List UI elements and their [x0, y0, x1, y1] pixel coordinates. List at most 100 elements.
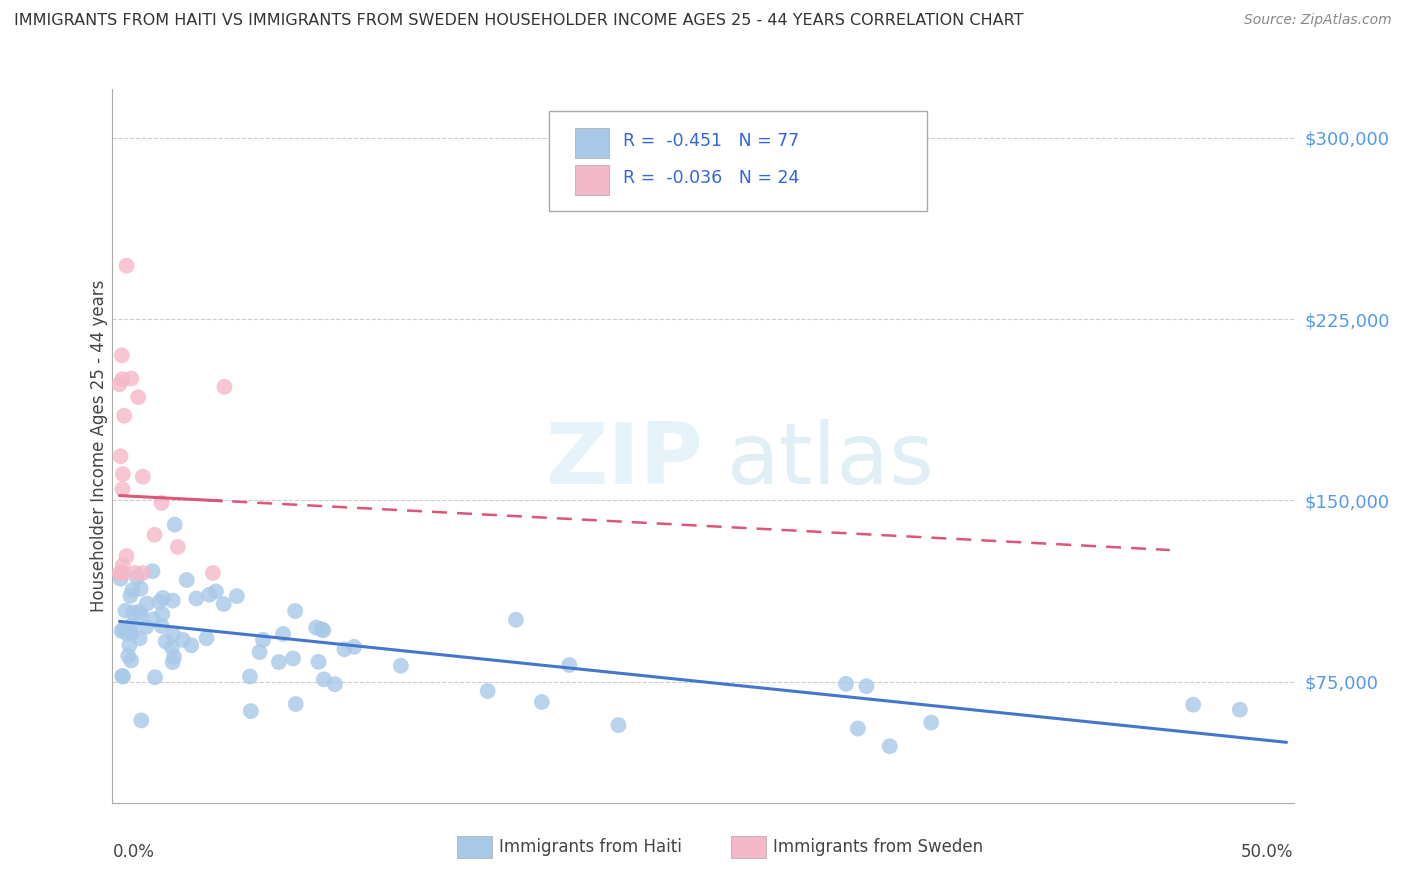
Point — [389, 658, 412, 673]
Point — [239, 704, 262, 718]
Point — [111, 558, 134, 573]
Point — [271, 627, 294, 641]
Point — [607, 718, 630, 732]
Point — [343, 640, 366, 654]
Point — [111, 669, 134, 683]
Point — [155, 634, 177, 648]
Point — [111, 372, 134, 386]
FancyBboxPatch shape — [550, 111, 928, 211]
Text: Immigrants from Sweden: Immigrants from Sweden — [773, 838, 983, 855]
Point — [117, 648, 139, 663]
Point — [127, 390, 149, 404]
Point — [128, 632, 150, 646]
Point — [323, 677, 346, 691]
Point — [129, 582, 152, 596]
Point — [118, 638, 141, 652]
Point — [120, 589, 142, 603]
Bar — [575, 128, 609, 158]
Point — [530, 695, 553, 709]
Point — [1229, 703, 1251, 717]
Point — [172, 632, 194, 647]
Point — [846, 722, 869, 736]
Point — [115, 626, 138, 640]
Point — [312, 624, 335, 638]
Point — [120, 653, 142, 667]
Point — [110, 450, 132, 464]
Point — [111, 467, 134, 481]
Point — [284, 697, 307, 711]
Point — [111, 669, 134, 683]
Point — [205, 584, 228, 599]
Point — [162, 593, 184, 607]
Point — [198, 588, 221, 602]
Point — [122, 605, 145, 619]
Point — [111, 566, 134, 580]
Point — [125, 570, 148, 584]
Point — [195, 632, 218, 646]
Point — [150, 607, 173, 622]
Point — [239, 669, 262, 683]
Point — [152, 591, 174, 605]
Point — [114, 604, 136, 618]
Point — [112, 409, 135, 423]
Point — [110, 572, 132, 586]
Point — [214, 380, 236, 394]
Point — [128, 605, 150, 619]
Text: Immigrants from Haiti: Immigrants from Haiti — [499, 838, 682, 855]
Point — [120, 626, 142, 640]
Point — [477, 684, 499, 698]
Point — [284, 604, 307, 618]
Point — [108, 377, 131, 392]
Y-axis label: Householder Income Ages 25 - 44 years: Householder Income Ages 25 - 44 years — [90, 280, 108, 612]
Point — [135, 620, 157, 634]
Point — [121, 583, 143, 598]
Text: ZIP: ZIP — [546, 418, 703, 502]
Point — [920, 715, 942, 730]
Text: Source: ZipAtlas.com: Source: ZipAtlas.com — [1244, 13, 1392, 28]
Point — [129, 607, 152, 622]
Point — [163, 649, 186, 664]
Point — [141, 564, 163, 578]
Point — [111, 566, 134, 580]
Point — [111, 348, 134, 362]
Point — [143, 670, 166, 684]
Point — [129, 714, 152, 728]
Point — [186, 591, 208, 606]
Point — [305, 621, 328, 635]
Point — [308, 655, 330, 669]
Point — [166, 540, 188, 554]
Bar — [575, 165, 609, 194]
Point — [120, 618, 142, 632]
Point — [879, 739, 901, 754]
Point — [163, 517, 186, 532]
Point — [281, 651, 304, 665]
Text: R =  -0.451   N = 77: R = -0.451 N = 77 — [623, 132, 799, 150]
Text: IMMIGRANTS FROM HAITI VS IMMIGRANTS FROM SWEDEN HOUSEHOLDER INCOME AGES 25 - 44 : IMMIGRANTS FROM HAITI VS IMMIGRANTS FROM… — [14, 13, 1024, 29]
Point — [148, 595, 170, 609]
Point — [115, 259, 138, 273]
Point — [108, 566, 131, 580]
Point — [333, 642, 356, 657]
Point — [855, 679, 877, 693]
Point — [312, 673, 335, 687]
Point — [1182, 698, 1205, 712]
Point — [118, 623, 141, 637]
Point — [124, 566, 146, 580]
Point — [111, 482, 134, 496]
Point — [225, 589, 247, 603]
Point — [160, 640, 183, 655]
Point — [135, 597, 157, 611]
Text: R =  -0.036   N = 24: R = -0.036 N = 24 — [623, 169, 799, 187]
Point — [120, 371, 142, 385]
Point — [132, 469, 155, 483]
Point — [143, 528, 166, 542]
Point — [115, 549, 138, 563]
Text: atlas: atlas — [727, 418, 935, 502]
Point — [176, 573, 198, 587]
Point — [132, 566, 155, 580]
Point — [162, 627, 184, 641]
Point — [142, 612, 165, 626]
Point — [110, 566, 132, 580]
Point — [252, 632, 274, 647]
Point — [267, 655, 290, 669]
